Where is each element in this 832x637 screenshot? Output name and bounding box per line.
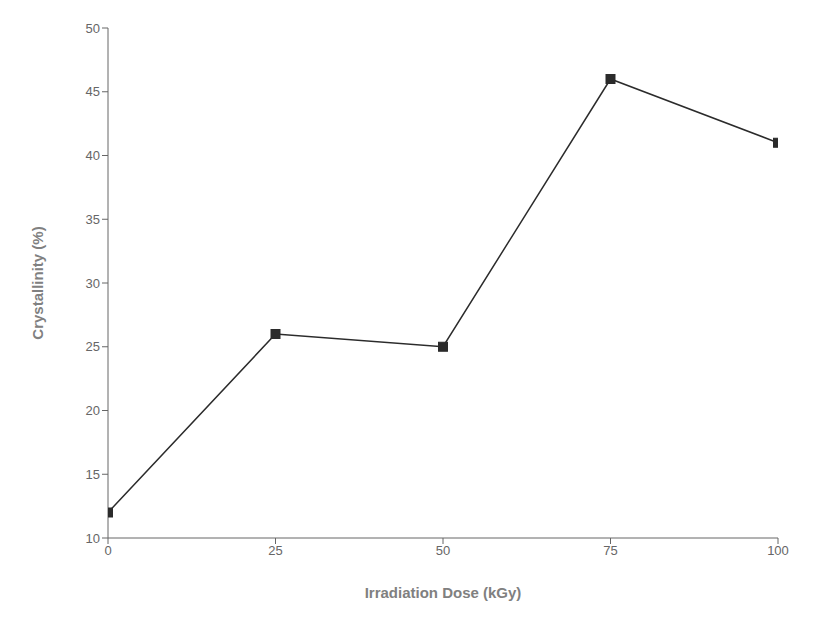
svg-text:15: 15 [86,467,100,482]
svg-text:45: 45 [86,84,100,99]
svg-text:Irradiation Dose (kGy): Irradiation Dose (kGy) [365,584,522,601]
svg-text:100: 100 [767,543,789,558]
svg-text:25: 25 [86,339,100,354]
svg-text:40: 40 [86,148,100,163]
svg-text:0: 0 [104,543,111,558]
svg-text:20: 20 [86,403,100,418]
svg-text:50: 50 [436,543,450,558]
svg-text:10: 10 [86,531,100,546]
svg-text:25: 25 [268,543,282,558]
svg-text:30: 30 [86,276,100,291]
svg-text:50: 50 [86,21,100,36]
svg-text:75: 75 [603,543,617,558]
svg-text:Crystallinity (%): Crystallinity (%) [29,226,46,339]
svg-text:35: 35 [86,212,100,227]
